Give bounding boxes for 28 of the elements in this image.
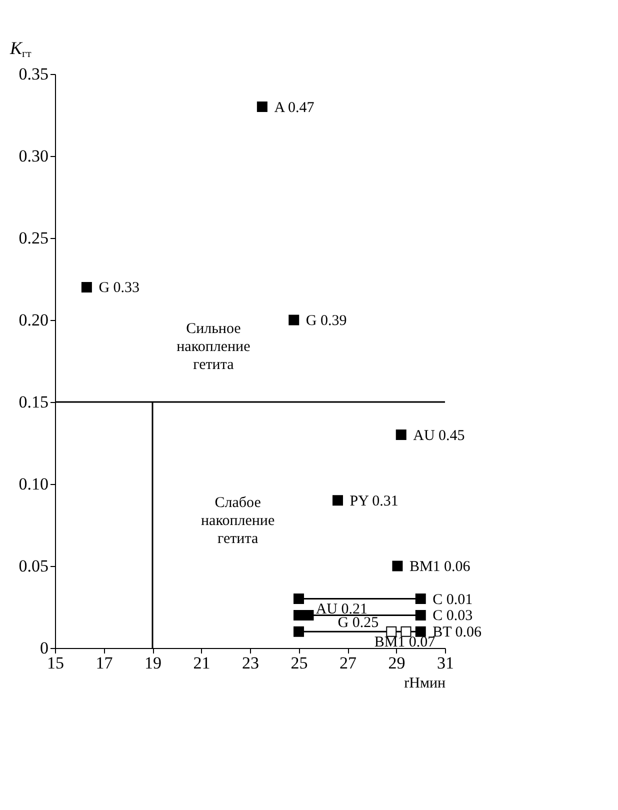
- x-tick-label: 21: [193, 654, 210, 672]
- annotation: Сильное накопление гетита: [176, 321, 251, 374]
- y-tick-label: 0.05: [18, 556, 48, 576]
- data-label: G 0.39: [306, 313, 347, 329]
- x-tick-label: 23: [242, 654, 259, 672]
- y-tick-label: 0.35: [18, 64, 48, 84]
- data-label: G 0.33: [98, 280, 140, 296]
- x-tick-label: 19: [144, 654, 162, 672]
- y-tick-label: 0: [40, 638, 48, 658]
- x-tick-label: 15: [47, 654, 64, 672]
- data-label: A 0.47: [274, 100, 315, 116]
- y-tick-label: 0.20: [18, 310, 48, 330]
- data-label: C 0.01: [432, 592, 473, 608]
- x-tick-label: 17: [96, 654, 114, 672]
- x-tick-label: 31: [437, 654, 454, 672]
- y-tick-label: 0.30: [18, 146, 48, 166]
- y-tick-label: 0.10: [18, 474, 48, 494]
- data-label: AU 0.45: [413, 428, 465, 444]
- y-tick-label: 0.25: [18, 228, 48, 248]
- x-axis-title: rHмин: [404, 676, 446, 692]
- data-label: PY 0.31: [350, 493, 398, 510]
- x-tick-label: 27: [340, 654, 357, 672]
- x-tick-label: 25: [290, 654, 308, 672]
- data-label: C 0.03: [432, 608, 473, 624]
- y-tick-label: 0.15: [18, 392, 48, 412]
- annotation: Слабое накопление гетита: [201, 495, 275, 548]
- x-tick-label: 29: [388, 654, 406, 672]
- data-label: BM1 0.06: [409, 559, 471, 575]
